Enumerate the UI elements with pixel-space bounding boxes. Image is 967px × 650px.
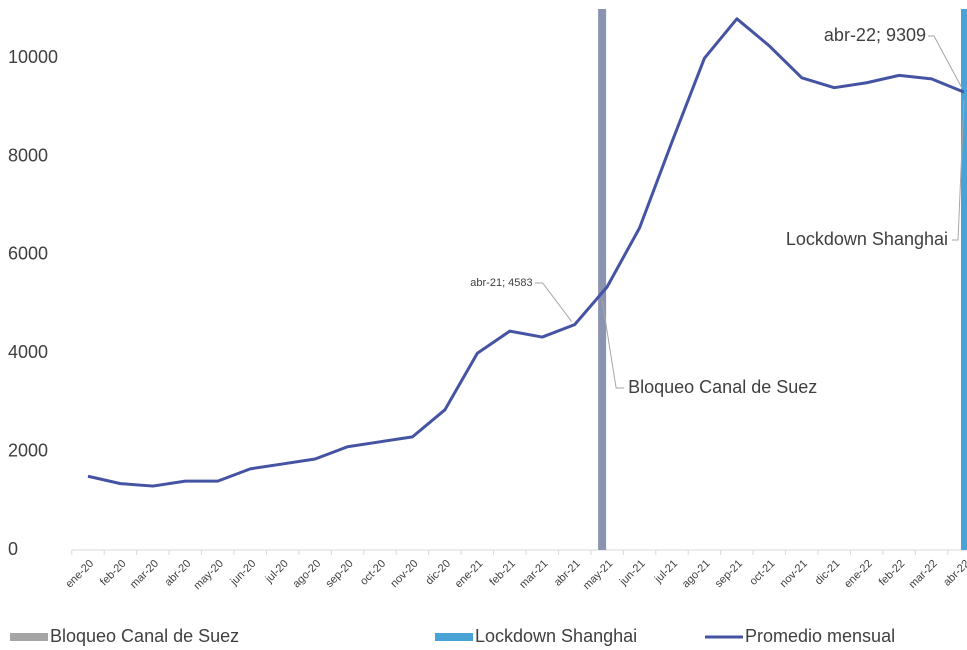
x-tick-label: jul-20 bbox=[263, 558, 291, 586]
legend-swatch bbox=[435, 633, 473, 641]
y-tick-label: 10000 bbox=[8, 47, 58, 67]
legend-label: Promedio mensual bbox=[745, 626, 895, 646]
y-tick-label: 8000 bbox=[8, 145, 48, 165]
x-tick-label: oct-21 bbox=[747, 558, 777, 588]
x-tick-label: dic-21 bbox=[813, 558, 843, 588]
x-tick-label: feb-21 bbox=[487, 558, 518, 589]
y-tick-label: 2000 bbox=[8, 440, 48, 460]
x-tick-label: jun-20 bbox=[228, 558, 259, 589]
x-tick-label: jul-21 bbox=[652, 558, 680, 586]
x-tick-label: abr-21 bbox=[552, 558, 583, 589]
x-tick-label: feb-22 bbox=[877, 558, 908, 589]
x-tick-label: ene-21 bbox=[453, 558, 486, 591]
x-tick-label: mar-20 bbox=[128, 558, 161, 591]
x-tick-label: may-21 bbox=[581, 558, 615, 592]
x-tick-label: ene-20 bbox=[63, 558, 96, 591]
legend-label: Lockdown Shanghai bbox=[475, 626, 637, 646]
annotation: Bloqueo Canal de Suez bbox=[628, 377, 817, 397]
data-label: abr-21; 4583 bbox=[470, 277, 532, 289]
x-tick-label: nov-21 bbox=[778, 558, 810, 590]
legend-label: Bloqueo Canal de Suez bbox=[50, 626, 239, 646]
x-tick-label: sep-21 bbox=[713, 558, 745, 590]
x-tick-label: mar-22 bbox=[907, 558, 940, 591]
x-tick-label: abr-22 bbox=[941, 558, 967, 589]
x-tick-label: nov-20 bbox=[388, 558, 420, 590]
legend-swatch bbox=[10, 633, 48, 641]
x-tick-label: ago-21 bbox=[680, 558, 713, 591]
data-label: abr-22; 9309 bbox=[824, 25, 926, 45]
x-tick-label: oct-20 bbox=[358, 558, 388, 588]
line bbox=[87, 17, 965, 488]
x-tick-label: ene-22 bbox=[842, 558, 875, 591]
bar bbox=[598, 9, 607, 550]
y-tick-label: 4000 bbox=[8, 342, 48, 362]
x-tick-label: abr-20 bbox=[163, 558, 194, 589]
y-tick-label: 6000 bbox=[8, 244, 48, 264]
x-tick-label: feb-20 bbox=[98, 558, 129, 589]
annotation: Lockdown Shanghai bbox=[786, 229, 948, 249]
x-tick-label: dic-20 bbox=[423, 558, 453, 588]
leader-line bbox=[952, 99, 965, 241]
x-tick-label: may-20 bbox=[192, 558, 226, 592]
x-tick-label: jun-21 bbox=[617, 558, 648, 589]
bar bbox=[961, 9, 967, 550]
leader-line bbox=[534, 282, 573, 322]
leader-line bbox=[601, 299, 625, 389]
x-tick-label: mar-21 bbox=[517, 558, 550, 591]
x-tick-label: sep-20 bbox=[323, 558, 355, 590]
leader-line bbox=[928, 35, 963, 89]
x-tick-label: ago-20 bbox=[291, 558, 324, 591]
y-tick-label: 0 bbox=[8, 539, 18, 559]
